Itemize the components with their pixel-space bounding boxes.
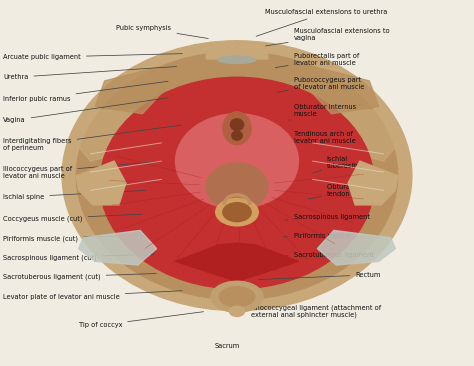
Text: Interdigitating fibers
of perineum: Interdigitating fibers of perineum bbox=[3, 125, 182, 151]
Ellipse shape bbox=[216, 198, 258, 226]
Ellipse shape bbox=[223, 203, 251, 222]
Text: Tendinous arch of
levator ani muscle: Tendinous arch of levator ani muscle bbox=[286, 131, 356, 146]
Ellipse shape bbox=[175, 114, 299, 209]
Text: Musculofascial extensions to urethra: Musculofascial extensions to urethra bbox=[256, 10, 388, 36]
Text: Piriformis muscle: Piriformis muscle bbox=[283, 233, 351, 239]
Text: Urethra: Urethra bbox=[3, 67, 177, 80]
Polygon shape bbox=[72, 110, 143, 161]
Ellipse shape bbox=[211, 281, 263, 312]
Ellipse shape bbox=[206, 163, 268, 210]
Text: Puborectalis part of
levator ani muscle: Puborectalis part of levator ani muscle bbox=[275, 53, 359, 68]
Ellipse shape bbox=[62, 41, 412, 311]
Ellipse shape bbox=[223, 112, 251, 145]
Text: Piriformis muscle (cut): Piriformis muscle (cut) bbox=[3, 235, 145, 242]
Polygon shape bbox=[308, 66, 379, 114]
Text: Sacrotuberous ligament: Sacrotuberous ligament bbox=[283, 252, 374, 258]
Polygon shape bbox=[95, 66, 166, 114]
Text: Vagina: Vagina bbox=[3, 98, 168, 123]
Ellipse shape bbox=[218, 56, 256, 63]
Text: Sacrospinous ligament: Sacrospinous ligament bbox=[285, 213, 370, 220]
Polygon shape bbox=[175, 243, 299, 281]
Polygon shape bbox=[79, 231, 156, 265]
Text: Sacrotuberous ligament (cut): Sacrotuberous ligament (cut) bbox=[3, 273, 156, 280]
Text: Tip of coccyx: Tip of coccyx bbox=[79, 312, 203, 328]
Text: Musculofascial extensions to
vagina: Musculofascial extensions to vagina bbox=[266, 28, 389, 46]
Text: Ischial spine: Ischial spine bbox=[3, 190, 146, 200]
Text: Ischial
tuberosity: Ischial tuberosity bbox=[313, 156, 361, 173]
Ellipse shape bbox=[232, 131, 242, 140]
Text: Obturator internus
muscle: Obturator internus muscle bbox=[289, 104, 356, 120]
Ellipse shape bbox=[76, 52, 398, 300]
Polygon shape bbox=[348, 161, 398, 205]
Ellipse shape bbox=[230, 119, 244, 131]
Text: Iliococcygeus part of
levator ani muscle: Iliococcygeus part of levator ani muscle bbox=[3, 161, 161, 179]
Text: Sacrum: Sacrum bbox=[215, 343, 240, 349]
Polygon shape bbox=[206, 41, 268, 59]
Text: Levator plate of levator ani muscle: Levator plate of levator ani muscle bbox=[3, 291, 182, 300]
Text: Pubic symphysis: Pubic symphysis bbox=[117, 25, 208, 38]
Text: Rectum: Rectum bbox=[259, 272, 381, 280]
Ellipse shape bbox=[229, 306, 245, 317]
Polygon shape bbox=[318, 231, 395, 265]
Ellipse shape bbox=[100, 77, 374, 289]
Polygon shape bbox=[331, 110, 402, 161]
Text: Coccygeus muscle (cut): Coccygeus muscle (cut) bbox=[3, 214, 142, 222]
Text: Inferior pubic ramus: Inferior pubic ramus bbox=[3, 81, 168, 102]
Polygon shape bbox=[76, 161, 126, 205]
Text: Sacrospinous ligament (cut): Sacrospinous ligament (cut) bbox=[3, 254, 154, 261]
Text: Anococcygeal ligament (attachment of
external anal sphincter muscle): Anococcygeal ligament (attachment of ext… bbox=[248, 301, 381, 318]
Text: Pubococcygeus part
of levator ani muscle: Pubococcygeus part of levator ani muscle bbox=[278, 77, 364, 92]
Text: Arcuate pubic ligament: Arcuate pubic ligament bbox=[3, 54, 182, 60]
Ellipse shape bbox=[219, 287, 255, 307]
Text: Obturator internus
tendon: Obturator internus tendon bbox=[308, 184, 389, 199]
